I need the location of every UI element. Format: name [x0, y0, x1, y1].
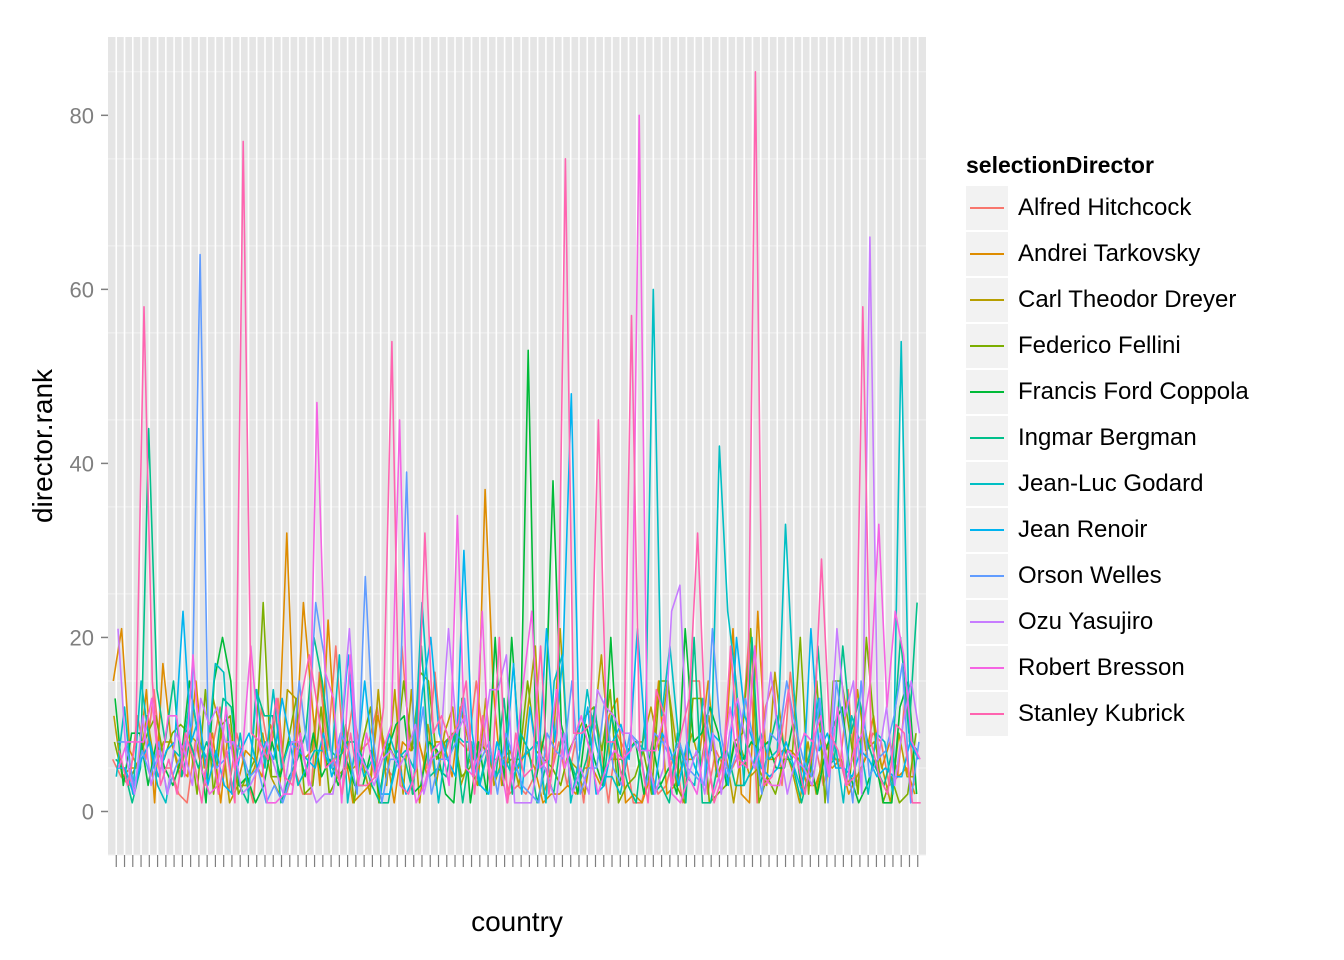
- legend-swatch: [970, 207, 1004, 209]
- legend-key: [966, 508, 1008, 552]
- legend-key: [966, 692, 1008, 736]
- legend-swatch: [970, 713, 1004, 715]
- legend-swatch: [970, 575, 1004, 577]
- legend-swatch: [970, 345, 1004, 347]
- legend-item: Ingmar Bergman: [960, 415, 1330, 461]
- y-tick-label: 20: [70, 625, 94, 650]
- legend-key: [966, 600, 1008, 644]
- legend-swatch: [970, 483, 1004, 485]
- y-axis-title: director.rank: [27, 368, 58, 523]
- legend-items: Alfred Hitchcock Andrei Tarkovsky Carl The…: [960, 185, 1330, 737]
- legend-item: Jean-Luc Godard: [960, 461, 1330, 507]
- legend-item: Orson Welles: [960, 553, 1330, 599]
- legend-swatch: [970, 667, 1004, 669]
- legend-item: Carl Theodor Dreyer: [960, 277, 1330, 323]
- series-lines: [111, 71, 921, 804]
- series-line: [117, 114, 921, 804]
- legend-key: [966, 646, 1008, 690]
- legend-item: Alfred Hitchcock: [960, 185, 1330, 231]
- legend-item: Andrei Tarkovsky: [960, 231, 1330, 277]
- y-tick-label: 60: [70, 277, 94, 302]
- series-line: [117, 236, 921, 804]
- legend-swatch: [970, 391, 1004, 393]
- legend-label: Andrei Tarkovsky: [1018, 240, 1201, 267]
- legend-label: Ozu Yasujiro: [1018, 608, 1154, 635]
- legend-key: [966, 278, 1008, 322]
- y-tick-label: 40: [70, 451, 94, 476]
- legend-label: Robert Bresson: [1018, 654, 1185, 681]
- y-axis: 0 20 40 60 80: [70, 103, 108, 824]
- series-line: [116, 392, 920, 795]
- x-axis-title: country: [471, 906, 563, 937]
- legend-swatch: [970, 299, 1004, 301]
- legend-item: Federico Fellini: [960, 323, 1330, 369]
- legend-item: Jean Renoir: [960, 507, 1330, 553]
- legend-title: selectionDirector: [966, 152, 1154, 178]
- legend-key: [966, 370, 1008, 414]
- legend-label: Orson Welles: [1018, 562, 1162, 589]
- legend-key: [966, 324, 1008, 368]
- legend-swatch: [970, 437, 1004, 439]
- legend-swatch: [970, 621, 1004, 623]
- legend-key: [966, 554, 1008, 598]
- legend-key: [966, 416, 1008, 460]
- y-tick-label: 0: [82, 799, 94, 824]
- legend: selectionDirector Alfred Hitchcock Andrei…: [960, 152, 1330, 737]
- legend-swatch: [970, 253, 1004, 255]
- series-line: [117, 253, 920, 804]
- legend-label: Federico Fellini: [1018, 332, 1181, 359]
- legend-swatch: [970, 529, 1004, 531]
- legend-item: Stanley Kubrick: [960, 691, 1330, 737]
- legend-label: Jean-Luc Godard: [1018, 470, 1204, 497]
- series-line: [118, 71, 921, 804]
- x-axis: [115, 855, 919, 867]
- legend-label: Stanley Kubrick: [1018, 700, 1185, 727]
- legend-item: Robert Bresson: [960, 645, 1330, 691]
- y-tick-label: 80: [70, 103, 94, 128]
- legend-item: Ozu Yasujiro: [960, 599, 1330, 645]
- legend-label: Jean Renoir: [1018, 516, 1148, 543]
- legend-label: Carl Theodor Dreyer: [1018, 286, 1237, 313]
- legend-item: Francis Ford Coppola: [960, 369, 1330, 415]
- legend-label: Ingmar Bergman: [1018, 424, 1197, 451]
- legend-label: Francis Ford Coppola: [1018, 378, 1249, 405]
- legend-key: [966, 232, 1008, 276]
- legend-key: [966, 462, 1008, 506]
- legend-label: Alfred Hitchcock: [1018, 194, 1192, 221]
- legend-key: [966, 186, 1008, 230]
